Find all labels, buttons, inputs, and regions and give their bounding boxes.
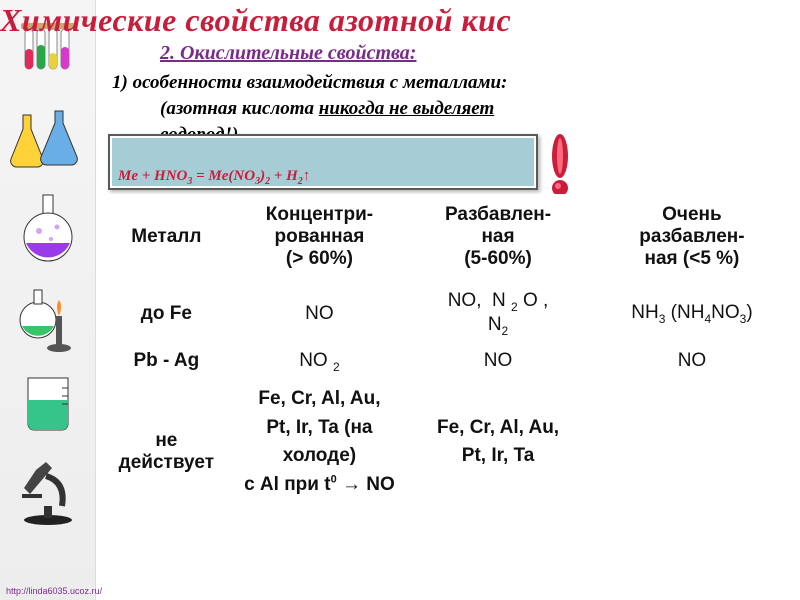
- cell-r1c1: до Fe: [100, 284, 233, 344]
- table-row: недействует Fe, Cr, Al, Au, Pt, Ir, Ta (…: [100, 379, 794, 505]
- hdr-conc: Концентри-рованная(> 60%): [233, 194, 407, 284]
- eq-b: = Me(NO: [192, 168, 255, 184]
- footer-link[interactable]: http://linda6035.ucoz.ru/: [6, 586, 102, 596]
- page-title: Химические свойства азотной кис: [0, 2, 800, 39]
- eq-sub4: 2: [298, 176, 303, 187]
- clipart-flasks: [0, 96, 96, 184]
- equation-text: Me + HNO3 = Me(NO3)2 + H2↑: [118, 168, 310, 187]
- cell-r1c2: NO: [233, 284, 407, 344]
- cell-r3c4: [590, 379, 794, 505]
- table-row: Pb - Ag NO 2 NO NO: [100, 344, 794, 380]
- exclamation-icon: [548, 134, 572, 198]
- cell-r2c3: NO: [406, 344, 590, 380]
- cell-r3c1: недействует: [100, 379, 233, 505]
- intro-line-1: 1) особенности взаимодействия с металлам…: [112, 72, 782, 94]
- cell-r2c4: NO: [590, 344, 794, 380]
- table-row: до Fe NO NO, N 2 O ,N2 NH3 (NH4NO3): [100, 284, 794, 344]
- cell-r1c3: NO, N 2 O ,N2: [406, 284, 590, 344]
- sidebar: [0, 0, 96, 600]
- table-header-row: Металл Концентри-рованная(> 60%) Разбавл…: [100, 194, 794, 284]
- clipart-microscope: [0, 448, 96, 536]
- intro-line-2: (азотная кислота никогда не выделяет: [160, 98, 780, 120]
- eq-sub2: 3: [255, 176, 260, 187]
- clipart-round-flask: [0, 184, 96, 272]
- hdr-very-dilute: Оченьразбавлен-ная (<5 %): [590, 194, 794, 284]
- reaction-table: Металл Концентри-рованная(> 60%) Разбавл…: [100, 194, 794, 505]
- eq-a: Me + HNO: [118, 168, 187, 184]
- hdr-dilute: Разбавлен-ная(5-60%): [406, 194, 590, 284]
- intro-line-2a: (азотная кислота: [160, 98, 319, 119]
- clipart-bunsen: [0, 272, 96, 360]
- cell-r3c2: Fe, Cr, Al, Au, Pt, Ir, Ta (на холоде) с…: [233, 379, 407, 505]
- cell-r1c4: NH3 (NH4NO3): [590, 284, 794, 344]
- cell-r2c1: Pb - Ag: [100, 344, 233, 380]
- eq-c: + H: [270, 168, 298, 184]
- cell-r3c3: Fe, Cr, Al, Au, Pt, Ir, Ta: [406, 379, 590, 505]
- hdr-metal: Металл: [100, 194, 233, 284]
- clipart-beaker: [0, 360, 96, 448]
- cell-r2c2: NO 2: [233, 344, 407, 380]
- subtitle: 2. Окислительные свойства:: [160, 42, 416, 65]
- intro-line-2b: никогда не выделяет: [319, 98, 495, 119]
